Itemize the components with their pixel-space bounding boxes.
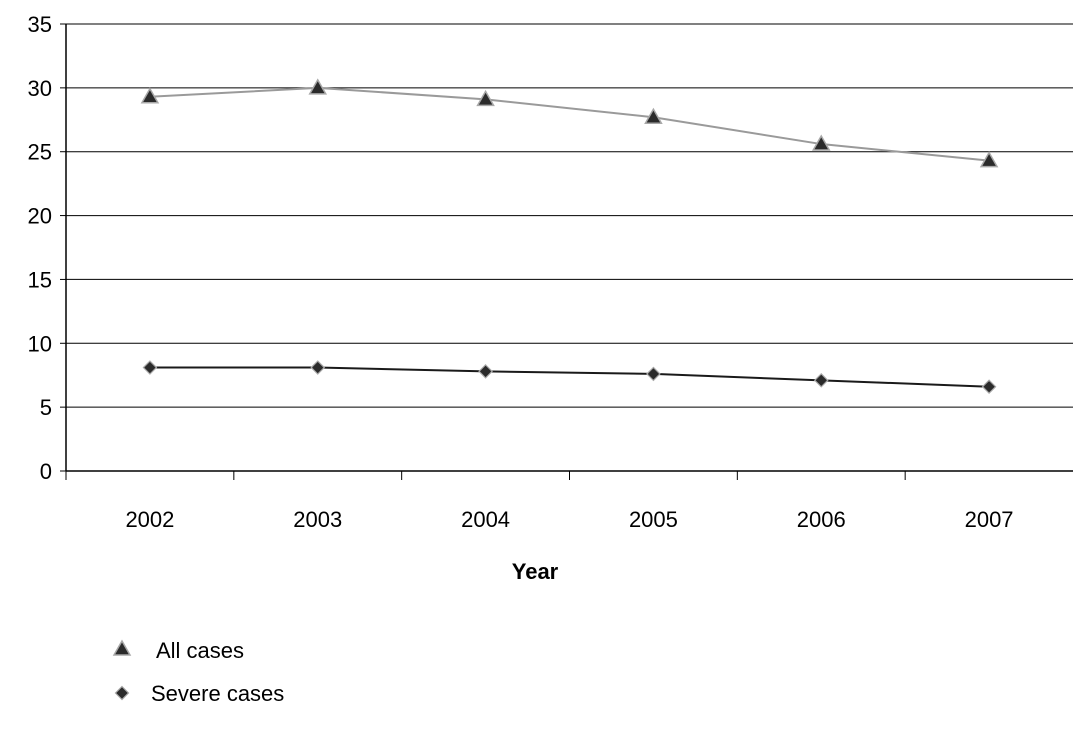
data-point-2007 bbox=[979, 151, 999, 168]
x-axis-title: Year bbox=[512, 559, 559, 584]
data-point-2004 bbox=[478, 364, 493, 379]
series-line bbox=[149, 366, 990, 388]
y-tick-label: 10 bbox=[28, 331, 52, 356]
legend: All cases Severe cases bbox=[112, 638, 284, 706]
data-point-2006 bbox=[813, 372, 829, 388]
x-tick-label-2006: 2006 bbox=[797, 507, 846, 532]
x-tick-labels: 2002 2003 2004 2005 2006 2007 bbox=[125, 507, 1013, 532]
y-tick-label: 5 bbox=[40, 395, 52, 420]
x-tick-label-2003: 2003 bbox=[293, 507, 342, 532]
series-all-cases bbox=[140, 78, 999, 168]
y-tick-label: 0 bbox=[40, 459, 52, 484]
x-tick-label-2007: 2007 bbox=[965, 507, 1014, 532]
data-point-2007 bbox=[981, 379, 997, 395]
legend-entry-severe-cases: Severe cases bbox=[114, 681, 284, 706]
data-point-2004 bbox=[476, 89, 495, 107]
data-point-2002 bbox=[142, 360, 158, 375]
data-point-2003 bbox=[308, 78, 328, 95]
series bbox=[140, 78, 999, 395]
data-point-2002 bbox=[140, 87, 160, 104]
y-tick-label: 20 bbox=[28, 204, 52, 229]
axes bbox=[60, 23, 1073, 480]
y-tick-label: 35 bbox=[28, 12, 52, 37]
series-line bbox=[149, 86, 990, 162]
x-tick-label-2005: 2005 bbox=[629, 507, 678, 532]
data-point-2005 bbox=[644, 107, 663, 124]
legend-label: All cases bbox=[156, 638, 244, 663]
y-tick-label: 25 bbox=[28, 140, 52, 165]
data-point-2003 bbox=[310, 360, 326, 375]
gridlines bbox=[66, 23, 1073, 408]
legend-label: Severe cases bbox=[151, 681, 284, 706]
legend-marker-triangle bbox=[112, 639, 132, 656]
x-tick-label-2002: 2002 bbox=[125, 507, 174, 532]
data-point-2005 bbox=[646, 366, 661, 382]
x-tick-label-2004: 2004 bbox=[461, 507, 510, 532]
series-severe-cases bbox=[142, 360, 997, 395]
y-tick-label: 30 bbox=[28, 76, 52, 101]
legend-marker-diamond bbox=[114, 685, 130, 701]
y-tick-label: 15 bbox=[28, 267, 52, 292]
legend-entry-all-cases: All cases bbox=[112, 638, 244, 663]
data-point-2006 bbox=[811, 134, 831, 151]
y-tick-labels: 0 5 10 15 20 25 30 35 bbox=[28, 12, 52, 484]
